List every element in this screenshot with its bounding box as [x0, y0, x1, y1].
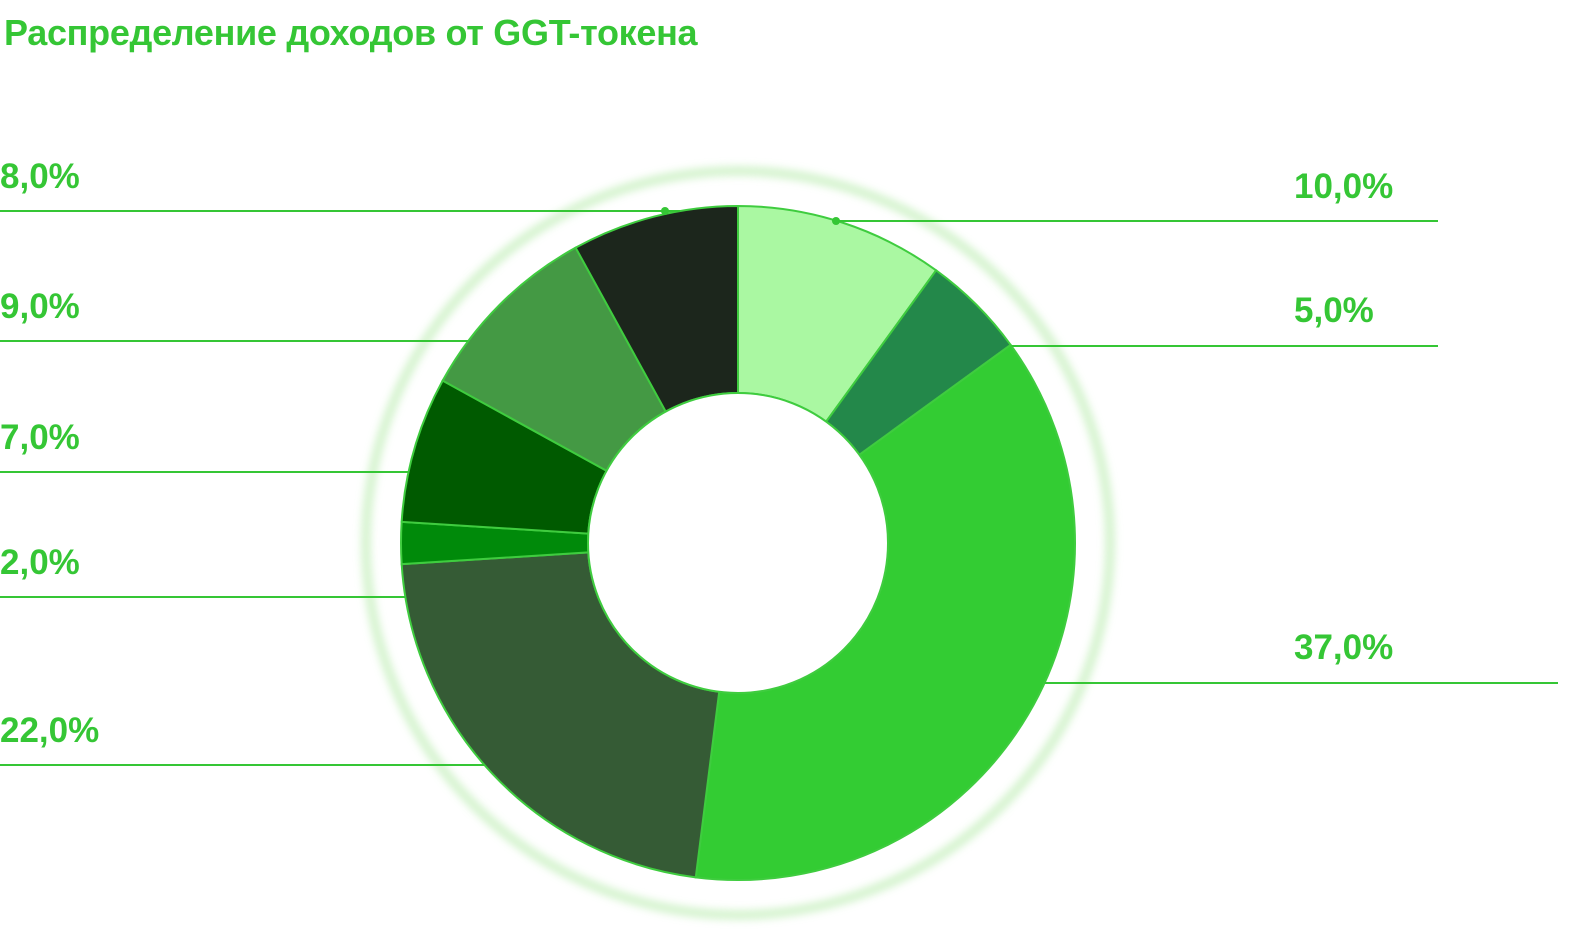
- leader-dot-0: [832, 217, 840, 225]
- leader-dot-7: [661, 207, 669, 215]
- data-label-1: 5,0%: [1294, 291, 1374, 330]
- chart-title: Распределение доходов от GGT-токена: [4, 12, 698, 53]
- data-label-2: 37,0%: [1294, 628, 1393, 667]
- halo-ring: [361, 166, 1115, 920]
- data-label-6: 9,0%: [0, 287, 80, 326]
- data-label-4: 2,0%: [0, 543, 80, 582]
- data-label-7: 8,0%: [0, 157, 80, 196]
- data-label-0: 10,0%: [1294, 167, 1393, 206]
- data-label-5: 7,0%: [0, 418, 80, 457]
- donut-hole: [587, 392, 889, 694]
- data-label-3: 22,0%: [0, 711, 99, 750]
